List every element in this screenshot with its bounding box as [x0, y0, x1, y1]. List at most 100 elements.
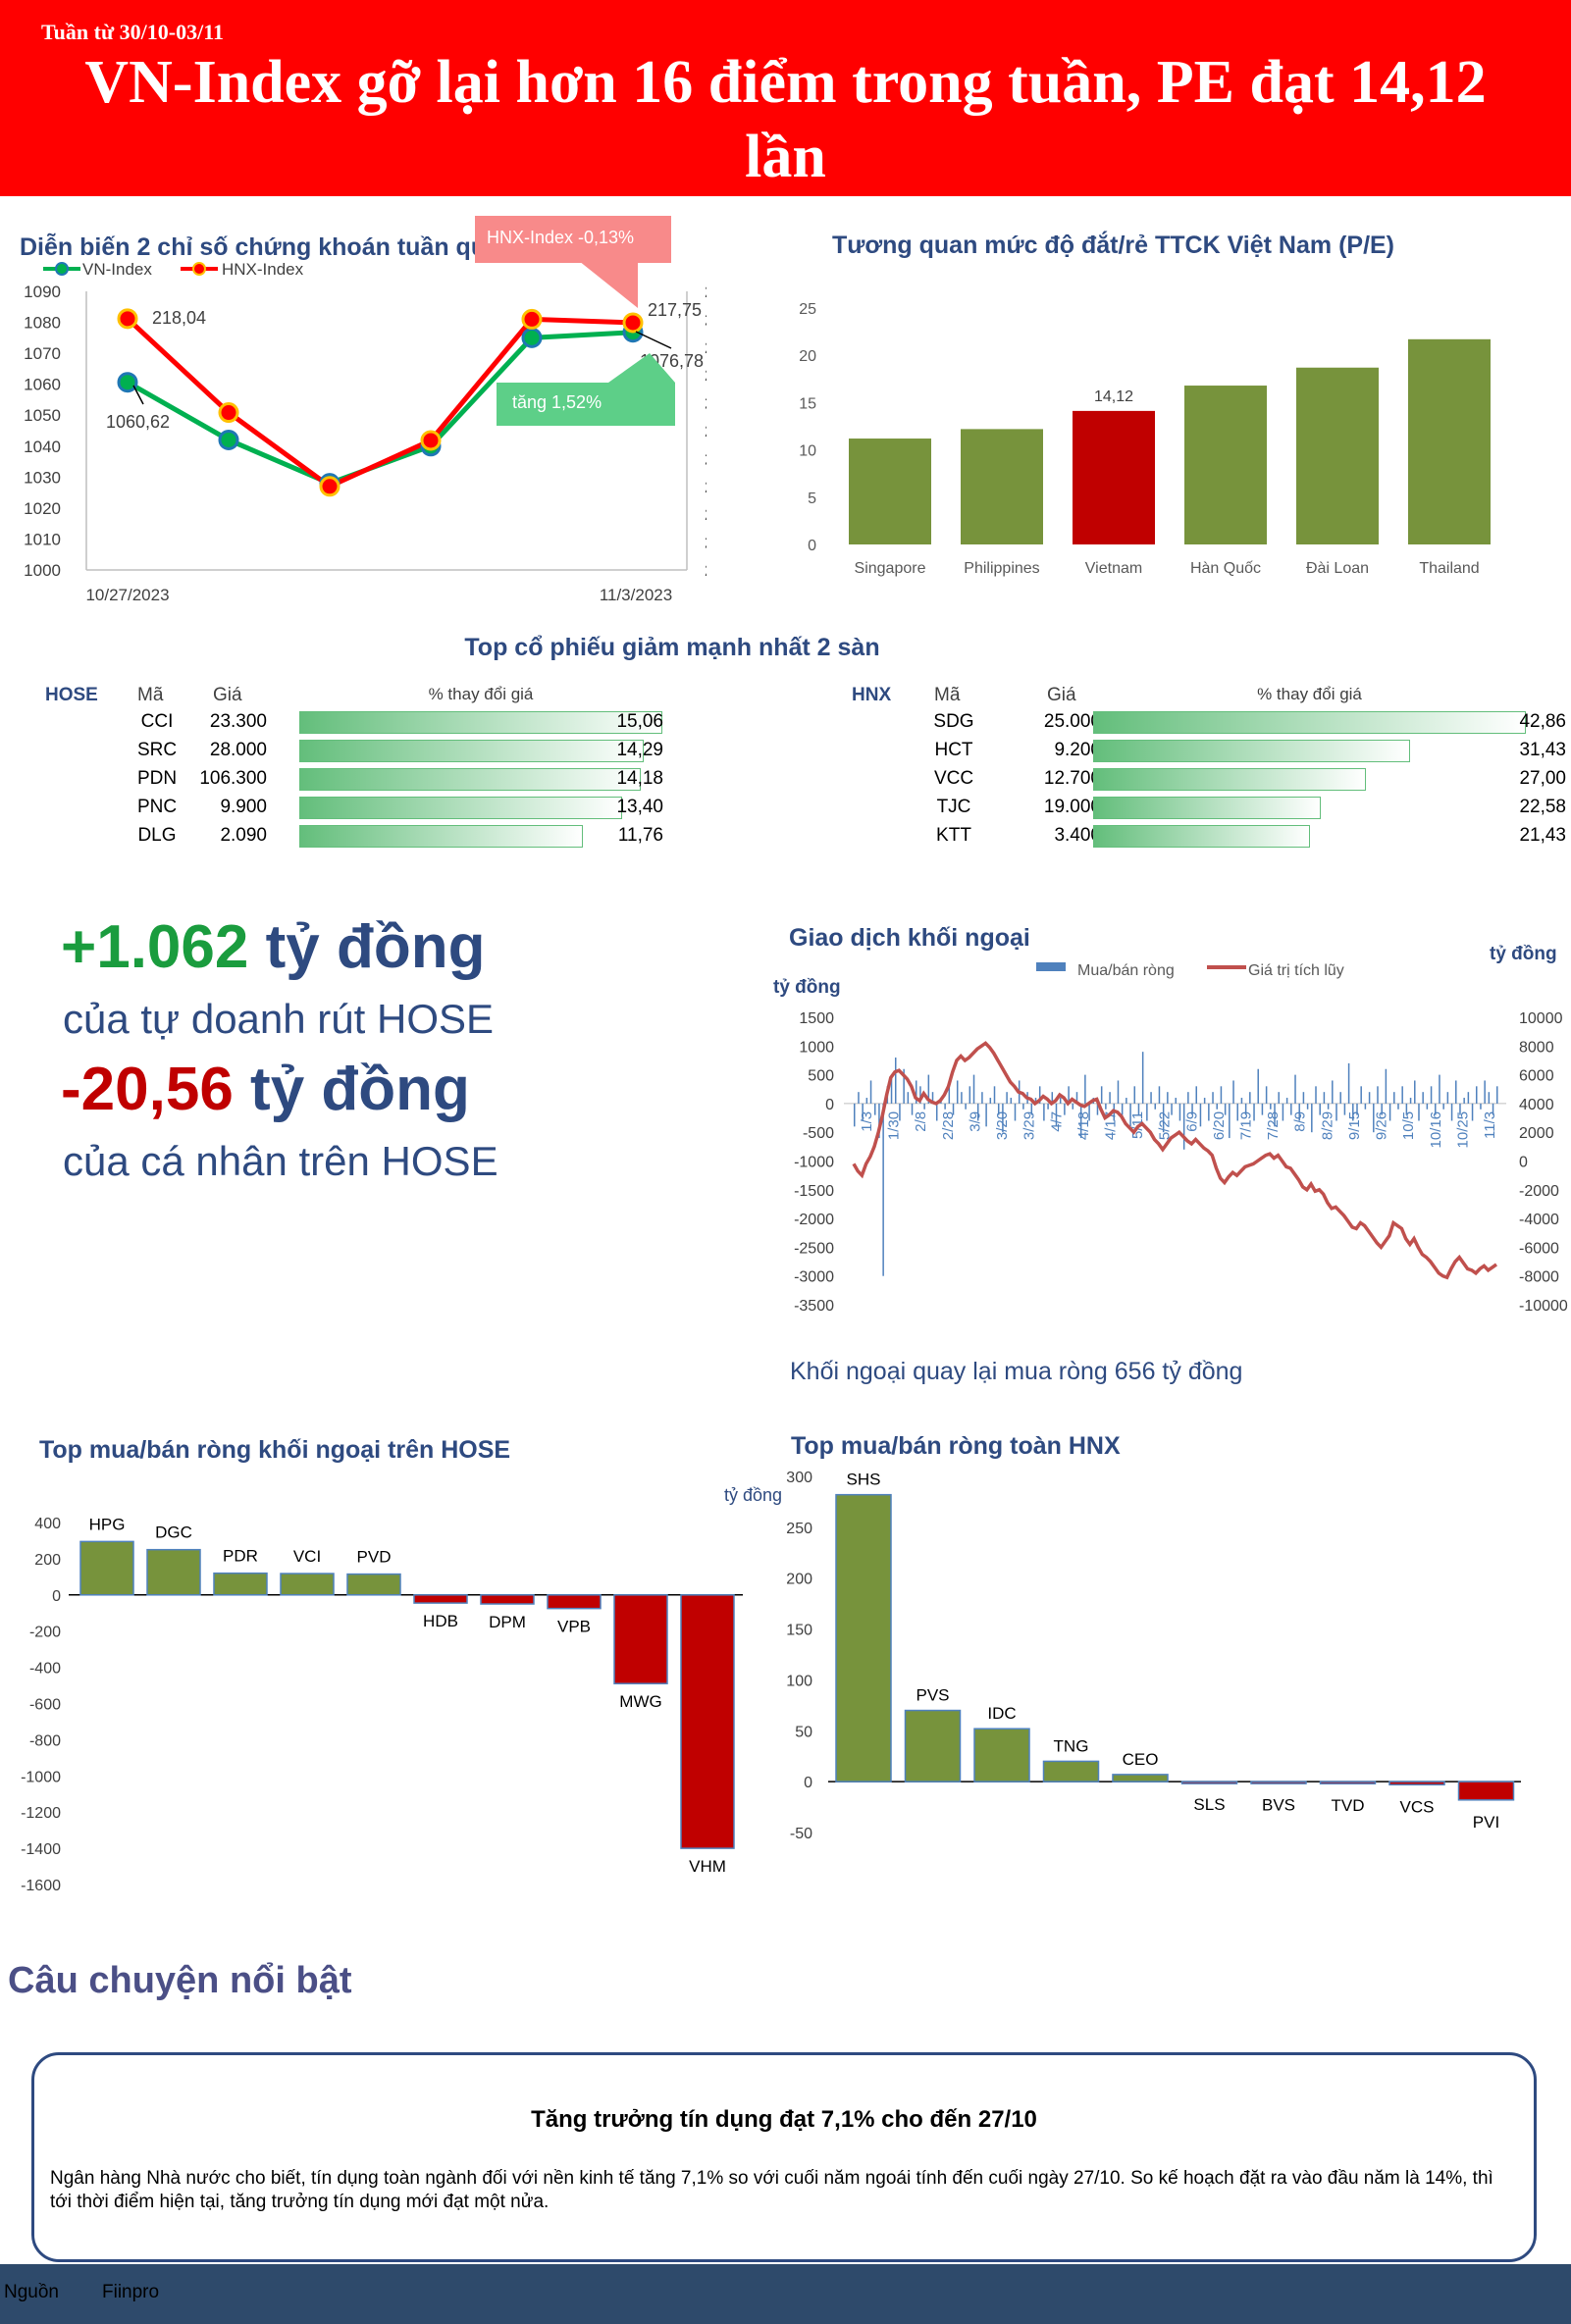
net-flow-bar: [1133, 1086, 1136, 1104]
foreign-x-tick: 9/26: [1374, 1111, 1390, 1140]
vn-index-point: [117, 372, 138, 393]
y-left-tick: 1050: [24, 406, 61, 425]
hnx-bar-label: TVD: [1332, 1796, 1365, 1815]
foreign-x-tick: 5/22: [1157, 1111, 1174, 1140]
vn-start-leader: [132, 385, 144, 405]
y-right-tick: 214: [705, 366, 707, 385]
foreign-y-right-tick: 0: [1519, 1155, 1528, 1171]
change-bar: [299, 740, 644, 762]
net-flow-bar: [1261, 1103, 1264, 1115]
net-flow-bar: [1075, 1092, 1078, 1104]
net-flow-bar: [1467, 1092, 1470, 1104]
hnx-bar: [1319, 1781, 1377, 1784]
col-code-header: Mã: [934, 685, 961, 705]
col-change-header: % thay đổi giá: [428, 685, 534, 703]
hose-bar: [146, 1548, 201, 1596]
net-flow-bar: [1167, 1092, 1169, 1104]
pe-category-label: Singapore: [855, 560, 926, 577]
legend-hnx-label: HNX-Index: [222, 260, 304, 279]
foreign-x-tick: 9/15: [1346, 1111, 1363, 1140]
net-flow-bar: [1343, 1103, 1346, 1115]
foreign-y-right-tick: -10000: [1519, 1298, 1568, 1315]
net-flow-bar: [1109, 1092, 1111, 1104]
hose-bar: [280, 1573, 335, 1596]
net-flow-bar: [1492, 1103, 1494, 1115]
pe-chart-title: Tương quan mức độ đắt/rẻ TTCK Việt Nam (…: [832, 232, 1395, 259]
hose-y-tick: 0: [52, 1588, 61, 1605]
hose-bar: [480, 1594, 535, 1605]
change-value: 11,76: [617, 825, 663, 846]
net-flow-bar: [1236, 1103, 1238, 1121]
hose-bar: [613, 1594, 668, 1684]
foreign-y-left-tick: -2000: [794, 1212, 834, 1228]
net-flow-bar: [935, 1103, 938, 1121]
story-headline: Tăng trưởng tín dụng đạt 7,1% cho đến 27…: [531, 2106, 1037, 2133]
x-tick-label: 10/27/2023: [85, 586, 169, 604]
col-price-header: Giá: [1047, 685, 1076, 705]
foreign-y-right-tick: -6000: [1519, 1240, 1559, 1257]
stock-price: 25.000: [1043, 711, 1101, 732]
net-flow-bar: [1463, 1098, 1465, 1104]
y-left-tick: 1020: [24, 499, 61, 518]
net-flow-bar: [1068, 1086, 1070, 1104]
net-flow-bar: [1059, 1098, 1062, 1104]
hnx-index-line: [126, 316, 634, 490]
net-flow-bar: [1006, 1092, 1008, 1104]
vn-index-point: [521, 327, 543, 348]
net-flow-bar: [1096, 1103, 1099, 1115]
pe-bar: [1408, 338, 1491, 544]
vn-end-leader: [635, 331, 672, 349]
net-flow-bar: [1178, 1103, 1181, 1121]
foreign-y-left-tick: -3500: [794, 1298, 834, 1315]
hose-y-tick: -1600: [21, 1878, 61, 1894]
net-flow-bar: [1224, 1103, 1227, 1115]
stock-code: SDG: [933, 711, 974, 732]
net-flow-bar: [1401, 1086, 1403, 1104]
hnx-bar: [1180, 1781, 1238, 1784]
net-flow-bar: [1439, 1074, 1440, 1104]
net-flow-bar: [1064, 1103, 1066, 1115]
hose-foreign-title: Top mua/bán ròng khối ngoại trên HOSE: [39, 1436, 511, 1464]
net-flow-bar: [1088, 1103, 1090, 1121]
hnx-callout: HNX-Index -0,13%: [475, 216, 671, 263]
net-flow-bar: [1455, 1080, 1457, 1104]
hnx-bar-label: SLS: [1193, 1795, 1225, 1814]
y-left-tick: 1010: [24, 530, 61, 548]
change-bar: [1093, 740, 1410, 762]
net-flow-bar: [873, 1103, 876, 1115]
pe-category-label: Đài Loan: [1306, 560, 1369, 577]
stock-code: PDN: [136, 768, 178, 789]
foreign-x-tick: 8/29: [1319, 1111, 1335, 1140]
net-flow-bar: [919, 1086, 921, 1104]
hnx-index-point: [622, 312, 644, 334]
net-flow-bar: [923, 1103, 925, 1110]
net-flow-bar: [1397, 1103, 1399, 1110]
foreign-y-left-tick: 1500: [799, 1010, 834, 1027]
hose-y-tick: -800: [29, 1732, 61, 1749]
hose-bar-label: VHM: [689, 1857, 726, 1876]
highlight-2-desc: của cá nhân trên HOSE: [63, 1138, 498, 1184]
stock-price: 3.400: [1054, 825, 1101, 846]
net-flow-bar: [1385, 1068, 1388, 1104]
hnx-index-point: [117, 308, 138, 330]
net-flow-bar: [1137, 1103, 1140, 1115]
foreign-y-left-tick: -1000: [794, 1155, 834, 1171]
net-flow-bar: [989, 1098, 992, 1104]
net-flow-bar: [1282, 1103, 1284, 1121]
net-flow-bar: [1471, 1103, 1474, 1121]
change-bar: [1093, 768, 1366, 791]
hose-y-tick: 200: [34, 1552, 61, 1569]
stock-price: 12.700: [1043, 768, 1101, 789]
net-flow-bar: [1117, 1080, 1120, 1104]
net-flow-bar: [1347, 1062, 1350, 1104]
hose-y-tick: -1000: [21, 1769, 61, 1785]
change-value: 15,06: [616, 711, 663, 732]
stock-code: DLG: [137, 825, 177, 846]
net-flow-bar: [1055, 1103, 1058, 1127]
legend-vn-label: VN-Index: [82, 260, 152, 279]
y-left-tick: 1000: [24, 561, 61, 580]
story-body: Ngân hàng Nhà nước cho biết, tín dụng to…: [50, 2168, 1493, 2212]
change-value: 14,18: [616, 768, 663, 789]
net-flow-bar: [858, 1092, 860, 1104]
foreign-x-tick: 1/30: [886, 1111, 903, 1140]
